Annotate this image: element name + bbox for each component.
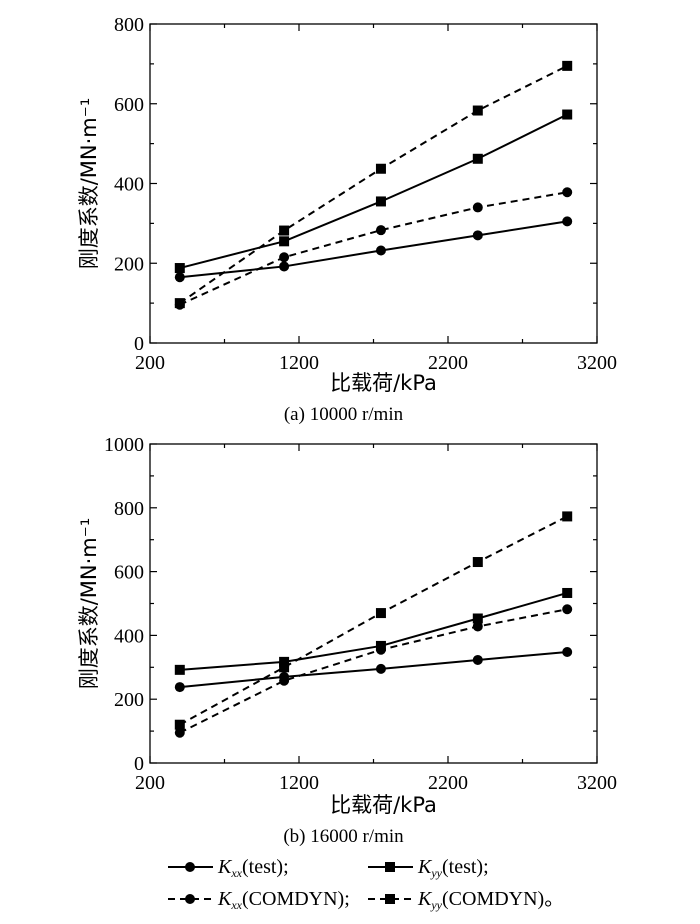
data-point xyxy=(375,663,386,674)
data-point xyxy=(562,646,573,657)
data-point xyxy=(375,245,386,256)
x-tick-label: 1200 xyxy=(279,352,319,374)
data-point xyxy=(174,298,185,309)
data-point xyxy=(279,225,290,236)
legend-marker xyxy=(185,862,195,872)
data-point xyxy=(375,196,386,207)
y-axis-title: 刚度系数/MN·m⁻¹ xyxy=(77,98,101,270)
data-point xyxy=(375,644,386,655)
panel-caption: (b) 16000 r/min xyxy=(283,826,404,847)
series-line xyxy=(179,650,568,689)
y-tick-label: 200 xyxy=(114,689,144,711)
data-point xyxy=(174,664,185,675)
data-point xyxy=(472,230,483,241)
data-point xyxy=(472,654,483,665)
x-tick-label: 200 xyxy=(135,772,165,794)
data-point xyxy=(562,109,573,120)
data-point xyxy=(562,60,573,71)
y-tick-label: 200 xyxy=(114,253,144,275)
series-line xyxy=(179,113,568,270)
data-point xyxy=(375,163,386,174)
data-point xyxy=(174,727,185,738)
series-line xyxy=(179,592,568,671)
series-kxxcomdyn xyxy=(174,187,573,310)
data-point xyxy=(174,682,185,693)
data-point xyxy=(174,719,185,730)
legend-marker xyxy=(385,894,395,904)
chart-panel-a: 200 1200 2200 32000200400600800比载荷/kPa刚度系数/… xyxy=(77,14,617,425)
legend-item: Kyy(COMDYN)。 xyxy=(368,888,564,912)
data-point xyxy=(562,216,573,227)
data-point xyxy=(472,621,483,632)
y-tick-label: 800 xyxy=(114,498,144,520)
y-axis-title: 刚度系数/MN·m⁻¹ xyxy=(77,518,101,690)
series-line xyxy=(179,191,568,306)
data-point xyxy=(562,587,573,598)
data-point xyxy=(279,252,290,263)
data-point xyxy=(174,263,185,274)
data-point xyxy=(279,236,290,247)
y-tick-label: 400 xyxy=(114,174,144,196)
series-kyycomdyn xyxy=(174,511,573,730)
series-kyytest xyxy=(174,109,573,274)
data-point xyxy=(279,656,290,667)
data-point xyxy=(279,261,290,272)
series-kxxtest xyxy=(174,216,573,283)
data-point xyxy=(472,613,483,624)
series-kyytest xyxy=(174,587,573,675)
panel-caption: (a) 10000 r/min xyxy=(284,404,404,425)
y-tick-label: 1000 xyxy=(104,434,144,456)
legend: Kxx(test); Kyy(test); Kxx(COMDYN); Kyy(COMD… xyxy=(168,856,564,912)
data-point xyxy=(562,511,573,522)
series-kxxcomdyn xyxy=(174,604,573,738)
series-kyycomdyn xyxy=(174,60,573,309)
legend-marker xyxy=(385,862,395,872)
data-point xyxy=(562,604,573,615)
y-tick-label: 800 xyxy=(114,14,144,36)
y-tick-label: 600 xyxy=(114,562,144,584)
data-point xyxy=(472,153,483,164)
x-tick-label: 200 xyxy=(135,352,165,374)
x-axis-title: 比载荷/kPa xyxy=(330,371,437,395)
chart-panel-b: 200 1200 2200 320002004006008001000比载荷/kPa刚… xyxy=(77,434,617,847)
x-tick-label: 3200 xyxy=(577,772,617,794)
legend-item: Kxx(COMDYN); xyxy=(168,888,350,912)
legend-label: Kxx(test); xyxy=(217,856,289,880)
y-tick-label: 400 xyxy=(114,625,144,647)
series-line xyxy=(179,608,568,734)
y-tick-label: 600 xyxy=(114,94,144,116)
legend-label: Kyy(COMDYN)。 xyxy=(417,888,564,912)
data-point xyxy=(562,187,573,198)
data-point xyxy=(279,675,290,686)
data-point xyxy=(279,662,290,673)
x-axis-title: 比载荷/kPa xyxy=(330,793,437,817)
y-tick-label: 0 xyxy=(134,753,144,775)
data-point xyxy=(472,105,483,116)
series-line xyxy=(179,220,568,279)
data-point xyxy=(472,557,483,568)
legend-label: Kxx(COMDYN); xyxy=(217,888,350,912)
x-tick-label: 2200 xyxy=(428,772,468,794)
x-tick-label: 2200 xyxy=(428,352,468,374)
series-line xyxy=(179,64,568,304)
data-point xyxy=(472,202,483,213)
data-point xyxy=(375,225,386,236)
legend-marker xyxy=(185,894,195,904)
legend-label: Kyy(test); xyxy=(417,856,489,880)
series-kxxtest xyxy=(174,646,573,693)
data-point xyxy=(174,272,185,283)
plot-frame xyxy=(149,23,598,344)
legend-item: Kxx(test); xyxy=(168,856,289,880)
legend-item: Kyy(test); xyxy=(368,856,489,880)
y-tick-label: 0 xyxy=(134,333,144,355)
x-tick-label: 1200 xyxy=(279,772,319,794)
data-point xyxy=(375,608,386,619)
x-tick-label: 3200 xyxy=(577,352,617,374)
